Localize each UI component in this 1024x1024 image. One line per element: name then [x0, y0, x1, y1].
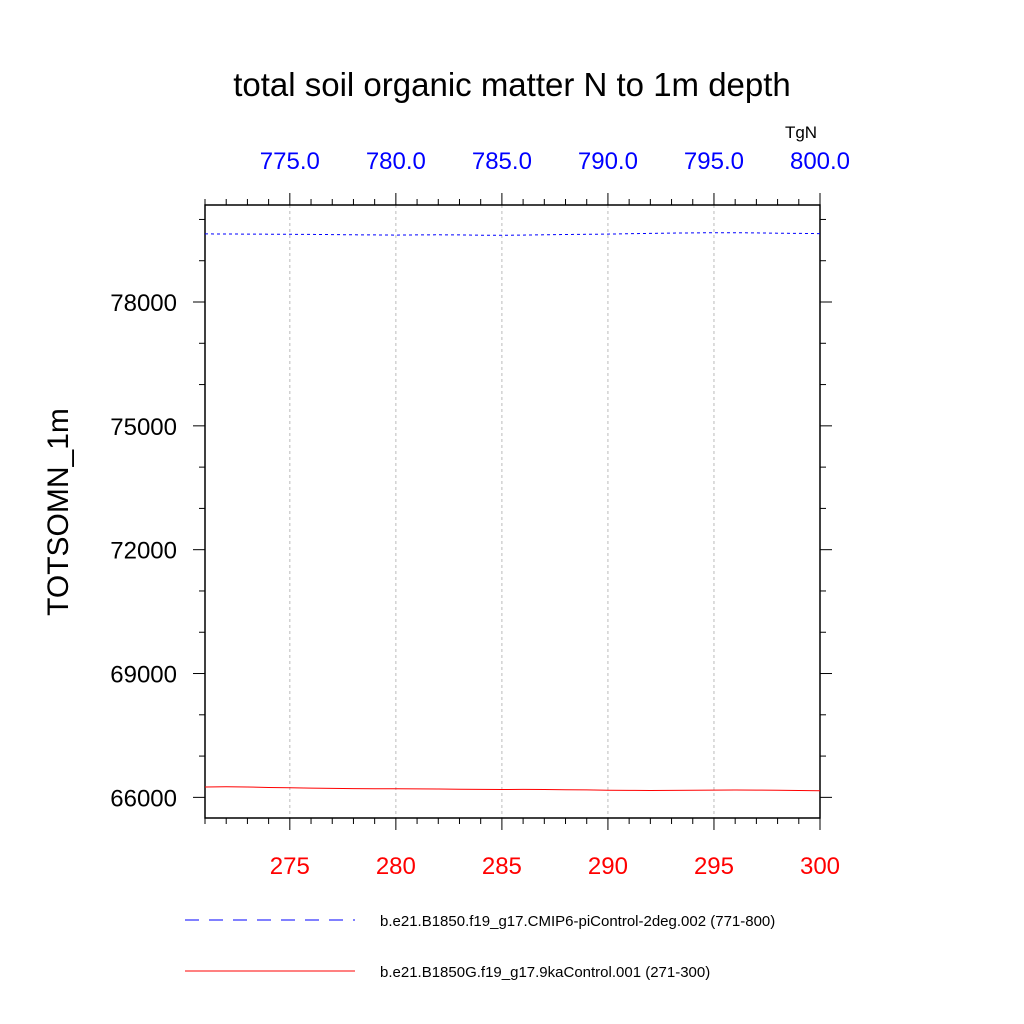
top-tick-label: 795.0 [684, 148, 744, 175]
y-axis-label: TOTSOMN_1m [42, 408, 75, 616]
grid [289, 205, 715, 818]
chart-title: total soil organic matter N to 1m depth [233, 66, 791, 103]
y-tick-label: 72000 [110, 538, 177, 565]
series-lines [204, 232, 821, 792]
series-line-red [204, 786, 821, 792]
bottom-tick-label: 280 [376, 853, 416, 880]
plot-frame [204, 204, 821, 819]
axes: 275 280 285 290 295 300 775.0 780.0 785.0 790.0 79… [110, 148, 850, 880]
y-tick-label: 66000 [110, 785, 177, 812]
top-tick-label: 790.0 [578, 148, 638, 175]
y-tick-label: 69000 [110, 662, 177, 689]
y-tick-label: 78000 [110, 290, 177, 317]
bottom-tick-label: 295 [694, 853, 734, 880]
bottom-tick-label: 275 [270, 853, 310, 880]
series-line-blue [204, 232, 821, 236]
legend: b.e21.B1850.f19_g17.CMIP6-piControl-2deg… [185, 913, 775, 981]
legend-label-blue: b.e21.B1850.f19_g17.CMIP6-piControl-2deg… [380, 913, 775, 930]
bottom-tick-label: 285 [482, 853, 522, 880]
y-tick-label: 75000 [110, 414, 177, 441]
bottom-tick-label: 300 [800, 853, 840, 880]
top-tick-label: 785.0 [472, 148, 532, 175]
top-axis-unit: TgN [785, 123, 817, 142]
bottom-tick-label: 290 [588, 853, 628, 880]
top-tick-label: 800.0 [790, 148, 850, 175]
top-tick-label: 775.0 [260, 148, 320, 175]
legend-label-red: b.e21.B1850G.f19_g17.9kaControl.001 (271… [380, 964, 710, 981]
top-tick-label: 780.0 [366, 148, 426, 175]
